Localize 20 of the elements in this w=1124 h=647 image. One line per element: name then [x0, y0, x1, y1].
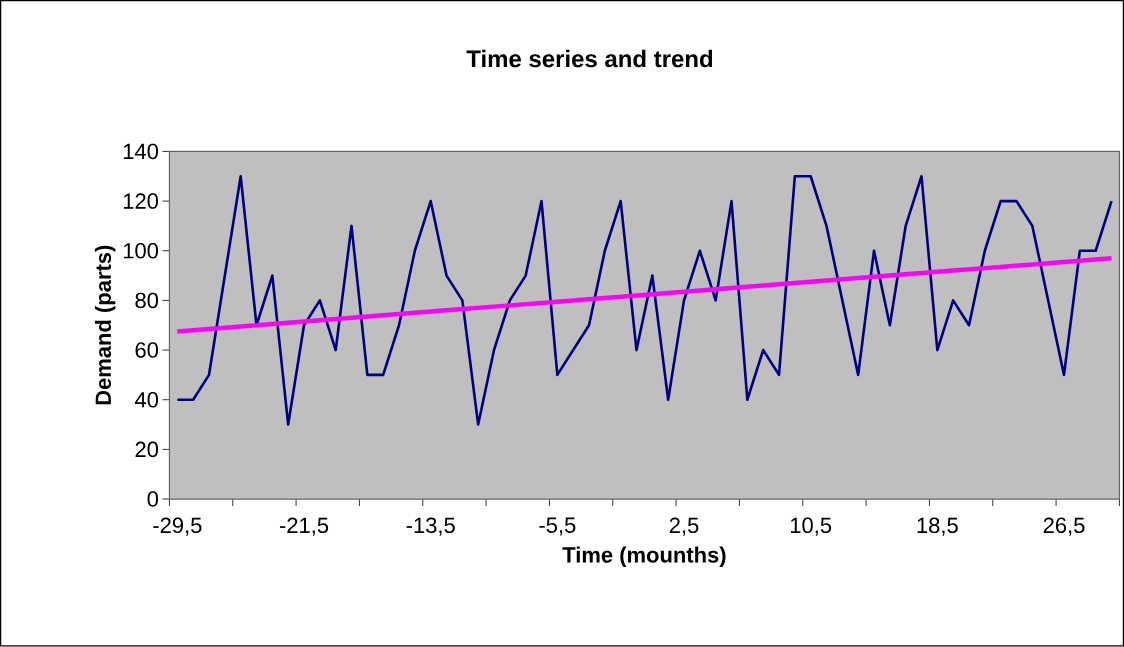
x-tick-label: -29,5	[153, 517, 202, 536]
y-tick-label: 40	[134, 392, 159, 408]
x-tick-label: 10,5	[790, 517, 832, 536]
x-tick-label: 26,5	[1043, 517, 1085, 536]
y-tick-label: 120	[123, 193, 159, 210]
y-tick-label: 80	[135, 292, 159, 309]
x-tick-label: -13,5	[406, 517, 455, 536]
line-series	[176, 175, 1113, 427]
x-tick-label: -5,5	[539, 517, 576, 536]
x-axis-title: Time (mounths)	[562, 546, 726, 568]
y-tick-label: 140	[123, 143, 159, 160]
y-tick-label: 0	[147, 491, 159, 508]
y-tick-label: 60	[135, 342, 159, 359]
y-tick-label: 100	[123, 243, 159, 259]
y-tick-label: 20	[135, 441, 159, 458]
x-tick-label: 2,5	[669, 517, 699, 536]
y-axis-title: Demand (parts)	[94, 246, 116, 405]
x-tick-label: 18,5	[917, 517, 958, 536]
x-tick-label: -21,5	[279, 517, 329, 536]
chart-title: Time series and trend	[466, 49, 713, 68]
